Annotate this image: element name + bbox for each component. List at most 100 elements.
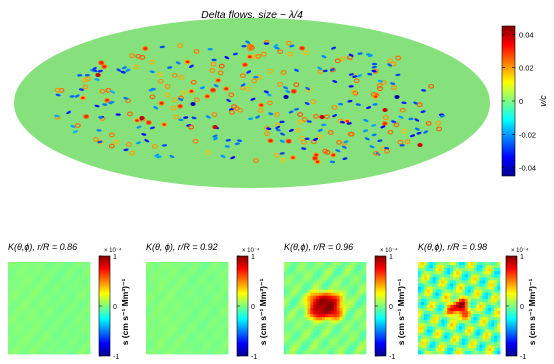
kernel-colorbar-label: s (cm s⁻¹ Mm³)⁻¹ <box>396 279 406 346</box>
flow-spot-negative <box>342 157 348 161</box>
flow-spot-positive <box>316 134 323 139</box>
flow-spot-positive <box>151 144 158 149</box>
flow-spot-positive <box>285 40 292 46</box>
flow-spot-negative <box>54 114 60 118</box>
kernel-panel: K(θ,ϕ), r/R = 0.98 × 10⁻⁴1 0 -1 s (cm s⁻¹ Mm… <box>418 242 537 361</box>
flow-spot-positive <box>312 155 318 161</box>
kernel-colorbar-tick-label: -1 <box>251 354 257 361</box>
flow-spot-positive <box>339 56 346 61</box>
kernel-colorbar-tick-label: 0 <box>389 304 393 311</box>
flow-spot-negative <box>246 70 252 74</box>
flow-spot-negative <box>84 73 90 77</box>
flow-spot-negative <box>96 129 102 132</box>
flow-spot-negative <box>220 154 226 158</box>
flow-spot-negative <box>125 68 131 72</box>
flow-spot-positive <box>373 150 380 156</box>
flow-spot-negative <box>421 89 427 92</box>
flow-spot-positive <box>387 58 393 64</box>
flow-spot-negative <box>266 93 272 97</box>
flow-spot-strong-positive <box>139 116 145 120</box>
flow-spot-negative <box>304 137 310 141</box>
flow-spot-negative <box>362 129 368 133</box>
flow-spot-negative <box>335 149 341 153</box>
flow-spot-negative <box>337 102 344 106</box>
flow-spot-positive <box>370 91 377 97</box>
flow-spot-negative <box>420 110 426 114</box>
flow-spot-positive <box>395 55 402 61</box>
flow-spot-positive <box>228 92 235 98</box>
flow-spot-negative <box>288 128 294 132</box>
flow-spot-negative <box>136 141 142 145</box>
flow-spot-positive <box>252 54 259 60</box>
flow-spot-negative <box>371 65 377 69</box>
flow-spot-negative <box>102 103 108 106</box>
map-colorbar-tick-label: 0.04 <box>519 30 534 39</box>
flow-spot-negative <box>211 58 217 62</box>
flow-spot-positive <box>299 45 306 51</box>
flow-spot-positive <box>83 114 90 119</box>
flow-spot-negative <box>94 78 100 81</box>
flow-spot-negative <box>245 40 251 44</box>
flow-spot-negative <box>263 42 269 45</box>
kernel-colorbar-exponent: × 10⁻⁴ <box>511 247 529 254</box>
map-colorbar-tick-label: -0.02 <box>519 130 536 139</box>
flow-spot-positive <box>164 84 171 89</box>
flow-spot-positive <box>125 142 132 147</box>
flow-spot-positive <box>380 80 387 85</box>
flow-spot-negative <box>70 124 76 128</box>
flow-spot-negative <box>213 84 219 88</box>
kernel-colorbar-tick-label: 1 <box>113 254 117 261</box>
map-colorbar-tick-label: 0 <box>519 97 523 106</box>
flow-spot-negative <box>343 140 349 144</box>
flow-spot-positive <box>81 77 88 83</box>
flow-spot-negative <box>348 85 354 88</box>
kernel-colorbar-exponent: × 10⁻⁴ <box>104 247 122 254</box>
flow-spot-positive <box>348 131 355 137</box>
flow-spot-positive <box>337 118 344 124</box>
flow-spot-negative <box>183 116 189 119</box>
flow-spot-negative <box>410 134 415 138</box>
flow-spot-positive <box>353 78 360 84</box>
flow-spot-positive <box>180 90 187 95</box>
flow-spot-negative <box>329 68 335 72</box>
kernel-panel: K(θ, ϕ), r/R = 0.92 × 10⁻⁴1 0 -1 s (cm s⁻¹ M… <box>146 242 268 361</box>
flow-spot-negative <box>205 115 211 119</box>
flow-spot-positive <box>239 73 246 78</box>
flow-spot-positive <box>101 64 108 69</box>
flow-spot-negative <box>234 142 240 145</box>
flow-spot-positive <box>404 139 411 144</box>
flow-spot-negative <box>236 139 243 142</box>
flow-spot-positive <box>290 155 296 160</box>
flow-spot-negative <box>266 127 272 130</box>
flow-spot-negative <box>355 103 361 106</box>
flow-spot-negative <box>377 79 383 83</box>
flow-spot-negative <box>313 137 319 141</box>
map-flow-spots <box>54 39 446 165</box>
flow-spot-negative <box>94 104 100 108</box>
flow-spot-positive <box>129 150 136 156</box>
kernel-colorbar-tick-label: 0 <box>113 304 117 311</box>
flow-spot-negative <box>156 155 162 159</box>
flow-spot-negative <box>408 117 414 121</box>
flow-spot-positive <box>79 95 86 101</box>
flow-spot-positive <box>204 150 211 156</box>
flow-spot-positive <box>164 92 171 98</box>
flow-spot-positive <box>252 158 259 163</box>
flow-spot-negative <box>224 145 230 148</box>
flow-spot-positive <box>188 88 195 94</box>
flow-spot-negative <box>367 72 373 76</box>
flow-spot-negative <box>395 73 401 77</box>
flow-spot-negative <box>423 130 429 134</box>
flow-spot-negative <box>200 86 205 90</box>
flow-spot-positive <box>263 131 270 137</box>
flow-spot-positive <box>223 86 230 92</box>
flow-spot-positive <box>313 114 319 119</box>
flow-spot-positive <box>399 107 406 113</box>
flow-spot-strong-positive <box>382 108 388 112</box>
flow-spot-negative <box>321 123 327 127</box>
flow-spot-strong-positive <box>212 125 218 129</box>
flow-spot-positive <box>171 97 178 103</box>
flow-spot-negative <box>322 69 328 73</box>
flow-spot-positive <box>425 121 432 126</box>
flow-spot-negative <box>69 95 75 98</box>
